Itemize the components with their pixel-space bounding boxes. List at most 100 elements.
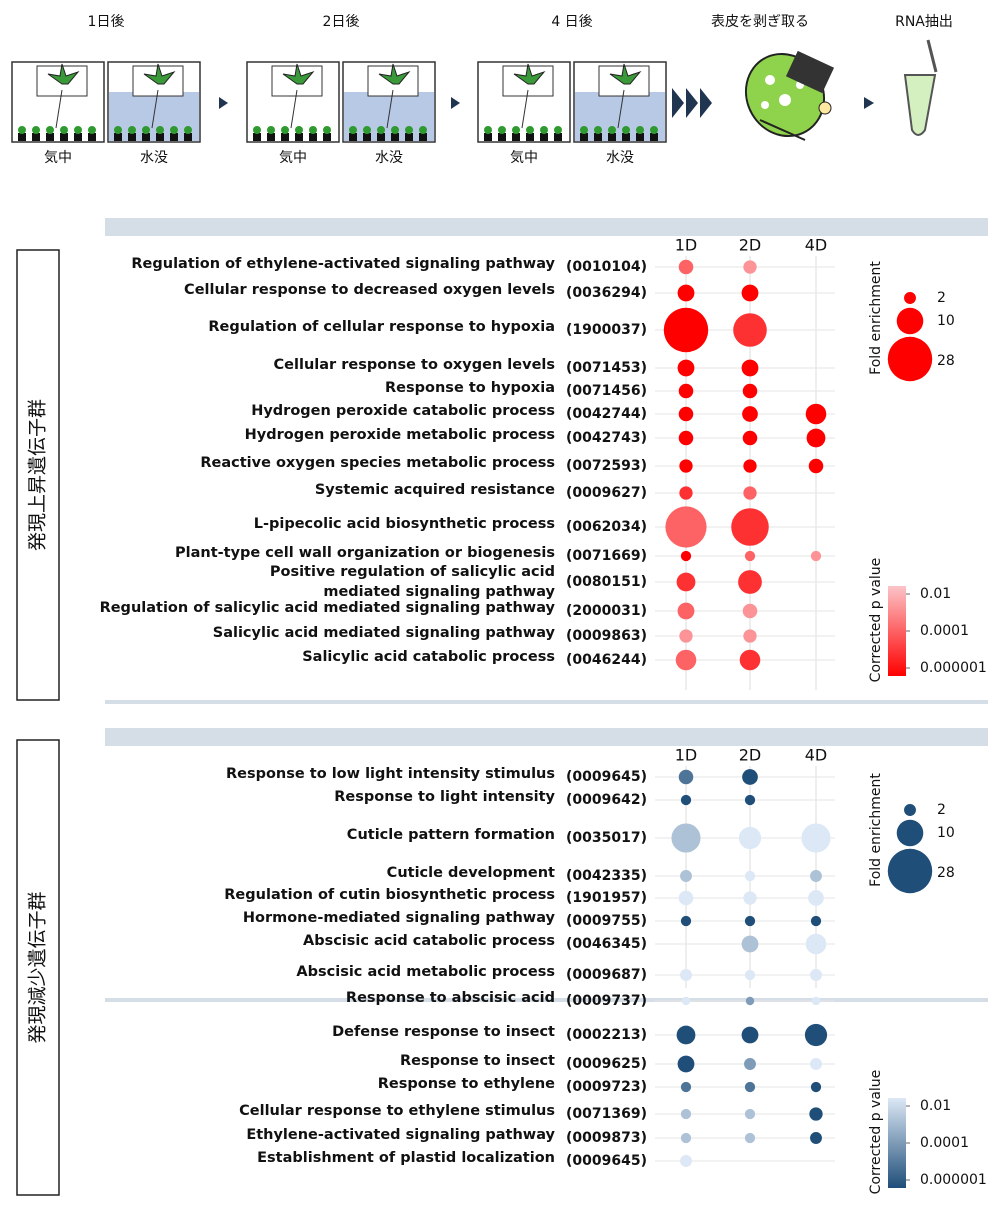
plant (114, 126, 122, 134)
go-id: (0009723) (566, 1079, 647, 1095)
size-legend-title: Fold enrichment (868, 261, 884, 375)
size-legend-label: 28 (937, 353, 955, 369)
plant (594, 126, 602, 134)
bubble (676, 572, 696, 592)
plant (650, 126, 658, 134)
term-label: Cellular response to decreased oxygen le… (184, 282, 555, 298)
column-label: 4D (805, 236, 828, 255)
go-id: (0009645) (566, 769, 647, 785)
bubble (738, 826, 762, 850)
term-label: Reactive oxygen species metabolic proces… (200, 455, 555, 471)
stem (521, 89, 529, 129)
term-label: Response to insect (400, 1053, 555, 1069)
plant (88, 126, 96, 134)
bottom-line (105, 700, 988, 704)
term-label: Salicylic acid mediated signaling pathwa… (213, 625, 556, 641)
plant (18, 126, 26, 134)
bubble (744, 1108, 756, 1120)
plant (349, 126, 357, 134)
bubble (744, 550, 756, 562)
go-id: (0042743) (566, 430, 647, 446)
term-label: Ethylene-activated signaling pathway (246, 1127, 555, 1143)
peel-label: 表皮を剥ぎ取る (711, 14, 809, 30)
color-bar (888, 1098, 906, 1188)
leaf-icon (744, 50, 835, 141)
bubble (743, 486, 757, 500)
bubble (810, 870, 822, 882)
pot (636, 133, 644, 141)
bubble (678, 430, 694, 446)
size-legend-bubble (904, 804, 916, 816)
bubble (810, 550, 822, 562)
bubble (805, 403, 827, 425)
plant (128, 126, 136, 134)
term-label: Hydrogen peroxide catabolic process (251, 403, 555, 419)
bubble (733, 313, 767, 347)
bubble (810, 915, 822, 927)
pot (156, 133, 164, 141)
go-id: (1900037) (566, 322, 647, 338)
bubble (810, 1058, 822, 1070)
color-tick-label: 0.0001 (920, 1135, 969, 1151)
pot (267, 133, 275, 141)
header-band (105, 728, 988, 746)
bubble (677, 602, 695, 620)
plant (295, 126, 303, 134)
go-id: (0071369) (566, 1106, 647, 1122)
arrows (219, 88, 874, 118)
stem (55, 89, 63, 129)
pot (128, 133, 136, 141)
plant (363, 126, 371, 134)
color-legend-title: Corrected p value (868, 1070, 884, 1195)
go-id: (0009873) (566, 1130, 647, 1146)
size-legend-bubble (904, 292, 916, 304)
term-label: Cellular response to ethylene stimulus (239, 1103, 555, 1119)
bubble (742, 769, 758, 785)
plant (184, 126, 192, 134)
term-label: L-pipecolic acid biosynthetic process (254, 516, 555, 532)
condition: 水没 (606, 150, 634, 166)
term-label: Regulation of cellular response to hypox… (208, 319, 555, 335)
go-id: (0010104) (566, 259, 647, 275)
bubble (678, 259, 694, 275)
pot (309, 133, 317, 141)
bubble (680, 1132, 692, 1144)
size-legend-bubble (896, 307, 924, 335)
pot (184, 133, 192, 141)
pot (419, 133, 427, 141)
bubble (677, 359, 695, 377)
column-label: 1D (675, 236, 698, 255)
group-label: 発現減少遺伝子群 (27, 891, 49, 1043)
bubble (742, 430, 758, 446)
pot (323, 133, 331, 141)
plant (622, 126, 630, 134)
bubble (680, 870, 692, 882)
bubble (663, 307, 709, 353)
extract-label: RNA抽出 (895, 14, 953, 30)
bubble (809, 1107, 823, 1121)
pot (554, 133, 562, 141)
step-label: 4 日後 (551, 14, 592, 30)
term-label: Cuticle pattern formation (347, 827, 555, 843)
bubble (804, 1023, 828, 1047)
size-legend-bubble (896, 819, 924, 847)
bubble (731, 508, 769, 546)
term-label: Response to light intensity (334, 789, 555, 805)
bubble (680, 550, 692, 562)
bubble (679, 459, 693, 473)
bubble (677, 1055, 695, 1073)
go-id: (0002213) (566, 1027, 647, 1043)
condition: 水没 (140, 150, 168, 166)
bubble (680, 794, 692, 806)
leaf (47, 63, 80, 85)
go-id: (0046345) (566, 936, 647, 952)
group-label: 発現上昇遺伝子群 (27, 399, 49, 551)
bubble (744, 915, 756, 927)
term-label: Plant-type cell wall organization or bio… (175, 545, 555, 561)
pot (650, 133, 658, 141)
term-label: Hormone-mediated signaling pathway (243, 910, 556, 926)
bottom-line (105, 998, 988, 1002)
group-box (16, 739, 60, 1196)
term-label: Response to abscisic acid (346, 990, 555, 1006)
column-label: 2D (739, 746, 762, 765)
